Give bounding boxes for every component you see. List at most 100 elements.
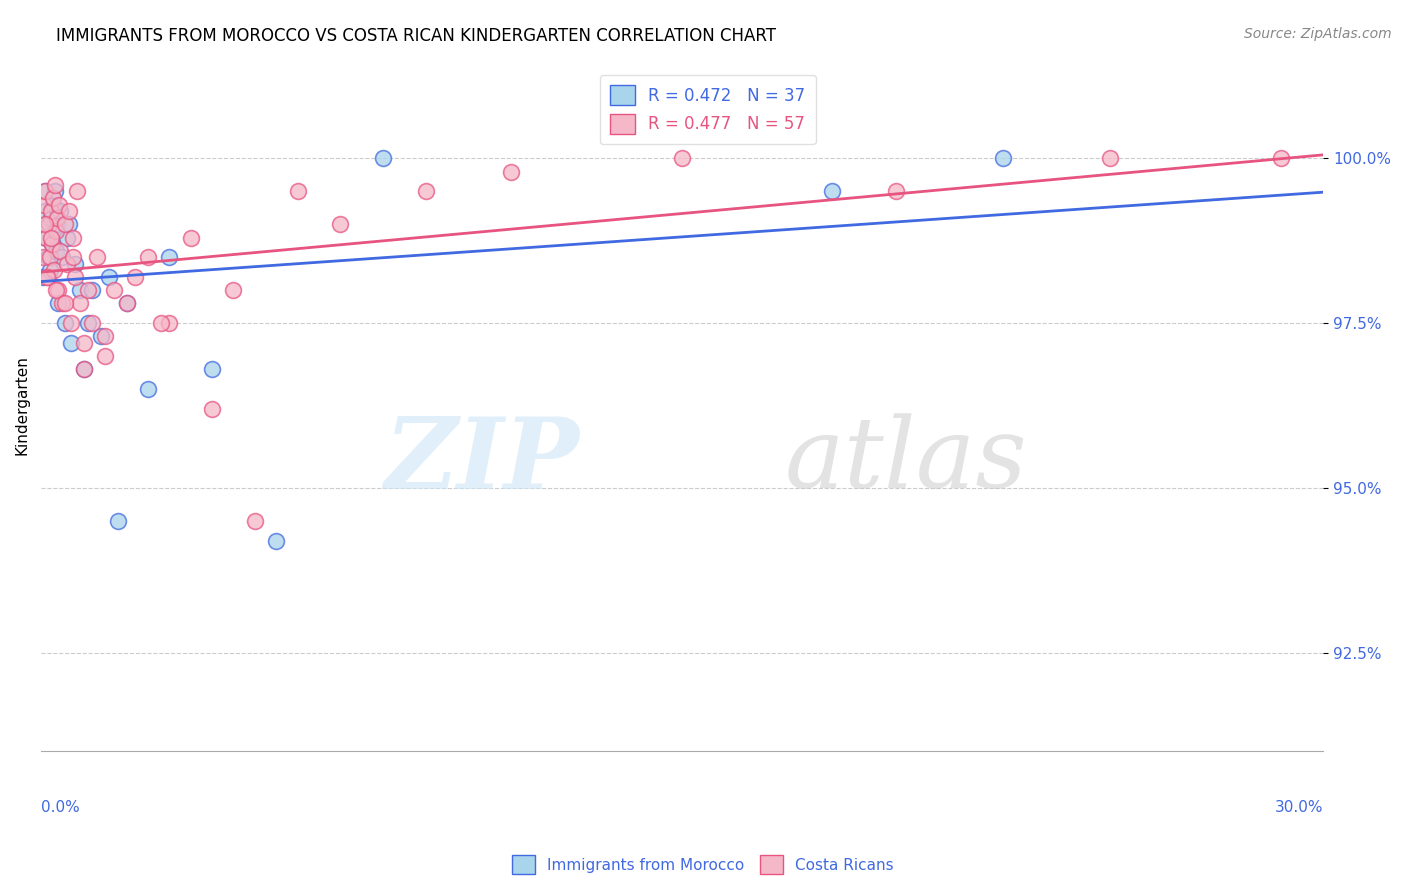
Point [222,283,245,297]
Point [38,217,60,231]
Point [53,217,76,231]
Text: 30.0%: 30.0% [1275,800,1323,815]
Point [38,250,60,264]
Point [45,224,67,238]
Point [115,296,138,310]
Point [201,401,224,416]
Point [94,329,117,343]
Point [44,178,66,192]
Point [39,204,62,219]
Point [35,270,58,285]
Point [671,152,693,166]
Point [82,316,104,330]
Point [31,250,53,264]
Point [501,164,523,178]
Point [201,362,224,376]
Point [821,185,844,199]
Point [39,230,62,244]
Point [157,250,180,264]
Point [103,283,125,297]
Point [35,230,58,244]
Point [73,362,96,376]
Point [180,230,202,244]
Text: 0.0%: 0.0% [41,800,80,815]
Point [38,217,60,231]
Point [41,237,63,252]
Point [32,270,55,285]
Point [34,217,56,231]
Point [82,283,104,297]
Point [69,296,91,310]
Point [264,533,287,548]
Point [69,283,91,297]
Point [45,283,67,297]
Point [60,316,83,330]
Point [62,230,84,244]
Point [45,244,67,258]
Point [1270,152,1292,166]
Point [66,185,89,199]
Point [37,250,59,264]
Point [107,514,129,528]
Legend: R = 0.472   N = 37, R = 0.477   N = 57: R = 0.472 N = 37, R = 0.477 N = 57 [600,75,815,144]
Point [329,217,352,231]
Text: atlas: atlas [785,413,1028,508]
Point [32,197,55,211]
Point [42,263,65,277]
Point [65,270,87,285]
Point [34,204,56,219]
Point [49,204,72,219]
Point [34,185,56,199]
Point [48,197,70,211]
Point [46,211,69,225]
Point [49,244,72,258]
Text: ZIP: ZIP [385,413,579,509]
Point [77,316,100,330]
Point [38,263,60,277]
Point [62,250,84,264]
Legend: Immigrants from Morocco, Costa Ricans: Immigrants from Morocco, Costa Ricans [506,849,900,880]
Point [51,296,73,310]
Point [136,382,159,396]
Point [115,296,138,310]
Point [149,316,172,330]
Text: IMMIGRANTS FROM MOROCCO VS COSTA RICAN KINDERGARTEN CORRELATION CHART: IMMIGRANTS FROM MOROCCO VS COSTA RICAN K… [56,27,776,45]
Point [884,185,907,199]
Point [98,270,121,285]
Point [58,204,80,219]
Point [53,316,76,330]
Y-axis label: Kindergarten: Kindergarten [15,356,30,456]
Point [136,250,159,264]
Point [991,152,1014,166]
Point [371,152,394,166]
Point [157,316,180,330]
Point [53,296,76,310]
Point [46,296,69,310]
Point [35,230,58,244]
Point [41,237,63,252]
Point [55,257,77,271]
Point [37,270,59,285]
Point [60,335,83,350]
Point [73,335,96,350]
Point [46,217,69,231]
Point [44,185,66,199]
Point [86,250,108,264]
Point [287,185,309,199]
Point [42,224,65,238]
Point [42,197,65,211]
Point [77,283,100,297]
Point [46,283,69,297]
Point [243,514,266,528]
Point [73,362,96,376]
Point [65,257,87,271]
Point [51,250,73,264]
Point [55,230,77,244]
Point [90,329,112,343]
Point [42,191,65,205]
Point [415,185,437,199]
Point [34,185,56,199]
Point [94,349,117,363]
Text: Source: ZipAtlas.com: Source: ZipAtlas.com [1244,27,1392,41]
Point [124,270,146,285]
